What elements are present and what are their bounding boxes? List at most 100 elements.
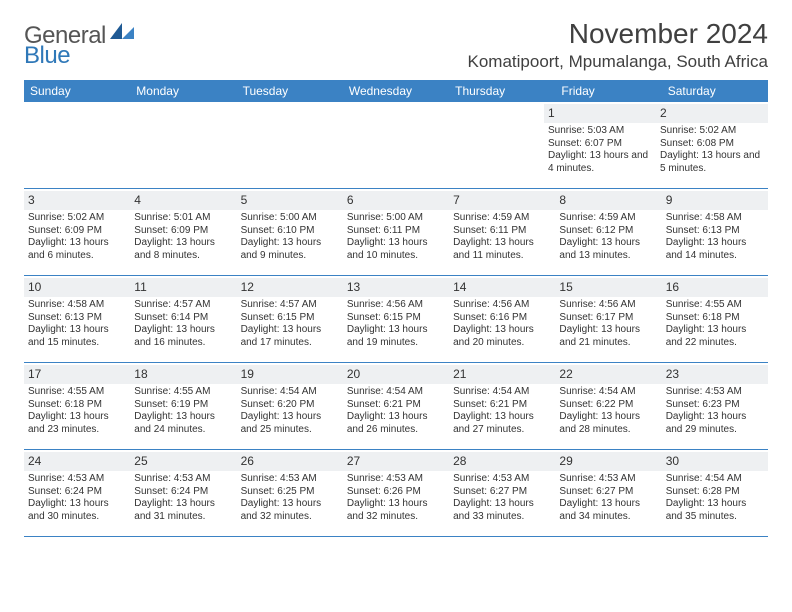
daylight-line: Daylight: 13 hours and 14 minutes. [666,237,764,262]
day-number: 11 [130,278,236,297]
sunset-line: Sunset: 6:07 PM [548,138,652,151]
day-number: 13 [343,278,449,297]
day-cell: 5Sunrise: 5:00 AMSunset: 6:10 PMDaylight… [237,189,343,275]
daylight-line: Daylight: 13 hours and 27 minutes. [453,411,551,436]
day-number: 26 [237,452,343,471]
daylight-line: Daylight: 13 hours and 32 minutes. [347,498,445,523]
day-cell: 18Sunrise: 4:55 AMSunset: 6:19 PMDayligh… [130,363,236,449]
daylight-line: Daylight: 13 hours and 15 minutes. [28,324,126,349]
sunrise-line: Sunrise: 4:53 AM [347,473,445,486]
day-number: 19 [237,365,343,384]
day-cell: 26Sunrise: 4:53 AMSunset: 6:25 PMDayligh… [237,450,343,536]
sunset-line: Sunset: 6:11 PM [453,225,551,238]
sunrise-line: Sunrise: 5:00 AM [241,212,339,225]
sunrise-line: Sunrise: 4:54 AM [453,386,551,399]
day-cell: 29Sunrise: 4:53 AMSunset: 6:27 PMDayligh… [555,450,661,536]
day-number: 3 [24,191,130,210]
week-row: 10Sunrise: 4:58 AMSunset: 6:13 PMDayligh… [24,276,768,363]
sunrise-line: Sunrise: 4:54 AM [241,386,339,399]
sunset-line: Sunset: 6:28 PM [666,486,764,499]
day-cell: 2Sunrise: 5:02 AMSunset: 6:08 PMDaylight… [656,102,768,188]
daylight-line: Daylight: 13 hours and 20 minutes. [453,324,551,349]
sunrise-line: Sunrise: 5:02 AM [28,212,126,225]
daylight-line: Daylight: 13 hours and 10 minutes. [347,237,445,262]
title-block: November 2024 Komatipoort, Mpumalanga, S… [468,18,769,72]
day-number: 4 [130,191,236,210]
day-cell: 1Sunrise: 5:03 AMSunset: 6:07 PMDaylight… [544,102,656,188]
day-number: 16 [662,278,768,297]
day-number: 14 [449,278,555,297]
daylight-line: Daylight: 13 hours and 25 minutes. [241,411,339,436]
sunset-line: Sunset: 6:18 PM [666,312,764,325]
sunset-line: Sunset: 6:15 PM [347,312,445,325]
day-cell: 28Sunrise: 4:53 AMSunset: 6:27 PMDayligh… [449,450,555,536]
daylight-line: Daylight: 13 hours and 6 minutes. [28,237,126,262]
daylight-line: Daylight: 13 hours and 21 minutes. [559,324,657,349]
day-number: 7 [449,191,555,210]
daylight-line: Daylight: 13 hours and 28 minutes. [559,411,657,436]
day-cell: 16Sunrise: 4:55 AMSunset: 6:18 PMDayligh… [662,276,768,362]
sunset-line: Sunset: 6:22 PM [559,399,657,412]
day-cell: 22Sunrise: 4:54 AMSunset: 6:22 PMDayligh… [555,363,661,449]
daylight-line: Daylight: 13 hours and 35 minutes. [666,498,764,523]
brand-triangle-icon [110,23,134,39]
day-cell: 23Sunrise: 4:53 AMSunset: 6:23 PMDayligh… [662,363,768,449]
daylight-line: Daylight: 13 hours and 19 minutes. [347,324,445,349]
day-number: 5 [237,191,343,210]
sunset-line: Sunset: 6:27 PM [559,486,657,499]
brand-part2: Blue [24,42,70,69]
sunset-line: Sunset: 6:26 PM [347,486,445,499]
day-cell: 12Sunrise: 4:57 AMSunset: 6:15 PMDayligh… [237,276,343,362]
day-number: 18 [130,365,236,384]
day-number: 21 [449,365,555,384]
day-number: 8 [555,191,661,210]
sunset-line: Sunset: 6:21 PM [453,399,551,412]
sunset-line: Sunset: 6:18 PM [28,399,126,412]
day-cell: 30Sunrise: 4:54 AMSunset: 6:28 PMDayligh… [662,450,768,536]
day-number: 1 [544,104,656,123]
sunrise-line: Sunrise: 4:53 AM [559,473,657,486]
sunset-line: Sunset: 6:19 PM [134,399,232,412]
day-number: 9 [662,191,768,210]
daylight-line: Daylight: 13 hours and 32 minutes. [241,498,339,523]
day-number: 17 [24,365,130,384]
sunrise-line: Sunrise: 4:53 AM [453,473,551,486]
day-number: 24 [24,452,130,471]
day-cell: 15Sunrise: 4:56 AMSunset: 6:17 PMDayligh… [555,276,661,362]
sunrise-line: Sunrise: 4:53 AM [241,473,339,486]
daylight-line: Daylight: 13 hours and 24 minutes. [134,411,232,436]
sunset-line: Sunset: 6:23 PM [666,399,764,412]
sunset-line: Sunset: 6:27 PM [453,486,551,499]
day-number: 12 [237,278,343,297]
sunset-line: Sunset: 6:15 PM [241,312,339,325]
sunset-line: Sunset: 6:21 PM [347,399,445,412]
weekday-header-row: SundayMondayTuesdayWednesdayThursdayFrid… [24,80,768,102]
daylight-line: Daylight: 13 hours and 29 minutes. [666,411,764,436]
day-number: 30 [662,452,768,471]
weekday-header: Tuesday [237,80,343,102]
day-number: 25 [130,452,236,471]
empty-day-cell [128,102,232,188]
daylight-line: Daylight: 13 hours and 9 minutes. [241,237,339,262]
empty-day-cell [440,102,544,188]
day-number: 6 [343,191,449,210]
sunset-line: Sunset: 6:09 PM [28,225,126,238]
sunset-line: Sunset: 6:13 PM [28,312,126,325]
sunset-line: Sunset: 6:14 PM [134,312,232,325]
daylight-line: Daylight: 13 hours and 23 minutes. [28,411,126,436]
sunrise-line: Sunrise: 4:57 AM [134,299,232,312]
weekday-header: Wednesday [343,80,449,102]
sunrise-line: Sunrise: 4:53 AM [28,473,126,486]
day-number: 28 [449,452,555,471]
day-cell: 10Sunrise: 4:58 AMSunset: 6:13 PMDayligh… [24,276,130,362]
day-cell: 3 Sunrise: 5:02 AMSunset: 6:09 PMDaylight… [24,189,130,275]
day-cell: 17Sunrise: 4:55 AMSunset: 6:18 PMDayligh… [24,363,130,449]
day-number: 27 [343,452,449,471]
sunset-line: Sunset: 6:16 PM [453,312,551,325]
daylight-line: Daylight: 13 hours and 16 minutes. [134,324,232,349]
sunrise-line: Sunrise: 4:53 AM [134,473,232,486]
sunrise-line: Sunrise: 4:59 AM [453,212,551,225]
day-number: 29 [555,452,661,471]
sunrise-line: Sunrise: 5:03 AM [548,125,652,138]
weekday-header: Monday [130,80,236,102]
